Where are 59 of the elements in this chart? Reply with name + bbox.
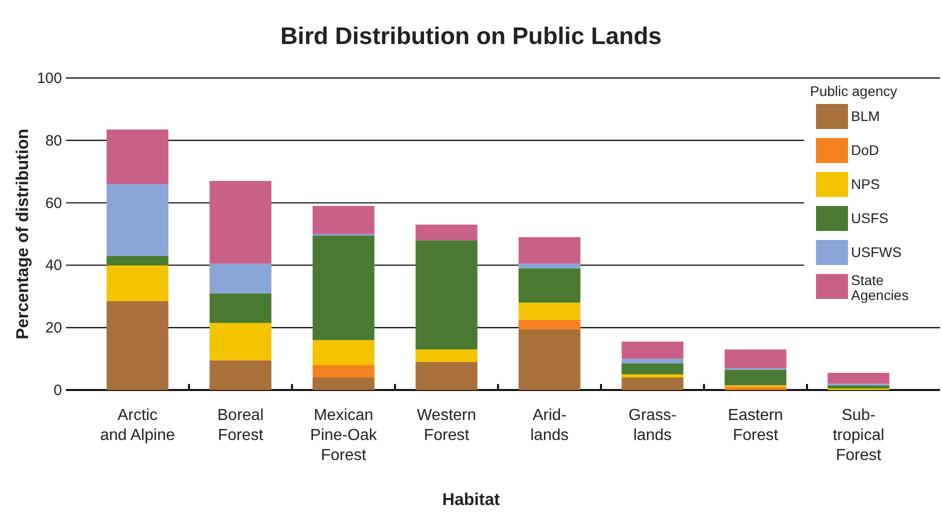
x-tick-label: Arctic and Alpine	[100, 407, 175, 444]
bar	[518, 302, 580, 320]
y-tick-label: 100	[36, 70, 62, 87]
x-tick-label: Mexican Pine-Oak Forest	[310, 407, 378, 464]
bar	[518, 268, 580, 303]
bar	[312, 236, 374, 340]
bar	[724, 386, 786, 390]
x-axis-title: Habitat	[442, 490, 500, 509]
x-tick-label: Boreal Forest	[217, 407, 264, 444]
bar	[622, 363, 684, 374]
bar	[106, 301, 168, 390]
bar	[106, 256, 168, 266]
bar	[622, 358, 684, 364]
legend-label: DoD	[851, 142, 880, 158]
y-tick-label: 60	[45, 194, 62, 212]
x-tick-label: Eastern Forest	[728, 407, 784, 444]
bar	[106, 129, 168, 184]
chart-title: Bird Distribution on Public Lands	[280, 23, 662, 50]
legend-label: USFWS	[851, 244, 902, 260]
legend-title: Public agency	[810, 83, 898, 99]
y-axis-title: Percentage of distribution	[13, 128, 32, 340]
bar	[210, 322, 272, 360]
bar	[210, 264, 272, 294]
bar	[312, 365, 374, 378]
y-tick-label: 20	[45, 320, 62, 337]
bar	[312, 378, 374, 390]
bar	[828, 372, 890, 384]
bar	[828, 385, 890, 388]
bar	[622, 342, 684, 359]
bar	[416, 349, 478, 362]
bar	[724, 370, 786, 386]
y-tick-label: 40	[45, 257, 62, 274]
bar	[106, 265, 168, 302]
bar	[210, 180, 272, 264]
x-tick-label: Arid- lands	[530, 407, 569, 444]
legend-label: NPS	[851, 176, 880, 192]
bar	[416, 362, 478, 390]
bar	[724, 349, 786, 368]
bar	[622, 374, 684, 378]
legend-label: State Agencies	[851, 272, 909, 303]
bar	[312, 340, 374, 366]
bar	[518, 264, 580, 268]
y-tick-label: 80	[45, 132, 62, 150]
legend-label: BLM	[851, 108, 880, 124]
y-tick-label: 0	[54, 382, 62, 399]
x-tick-label: Sub- tropical Forest	[832, 407, 884, 464]
bar	[416, 240, 478, 350]
bar	[312, 206, 374, 234]
bar	[416, 224, 478, 240]
x-tick-label: Grass- lands	[628, 407, 676, 444]
bar	[210, 293, 272, 323]
bar	[518, 320, 580, 330]
bar	[518, 237, 580, 264]
legend-label: USFS	[851, 210, 888, 226]
bar	[518, 329, 580, 390]
bar	[210, 360, 272, 390]
bar	[106, 184, 168, 256]
x-tick-label: Western Forest	[416, 407, 476, 444]
bar	[622, 378, 684, 390]
